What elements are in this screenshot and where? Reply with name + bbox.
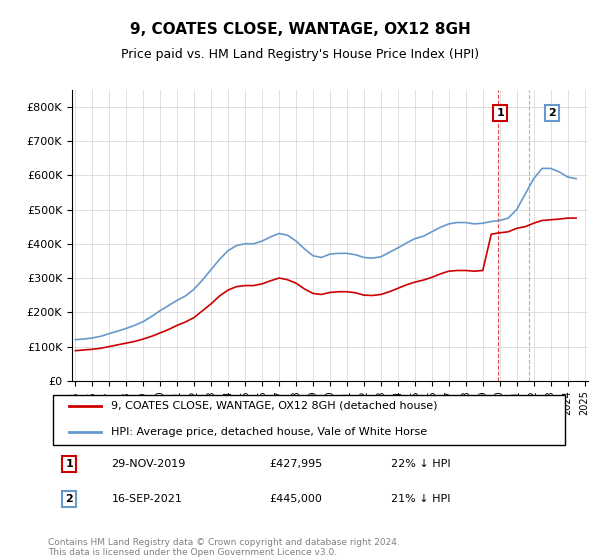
Text: 1: 1: [65, 459, 73, 469]
Text: 9, COATES CLOSE, WANTAGE, OX12 8GH: 9, COATES CLOSE, WANTAGE, OX12 8GH: [130, 22, 470, 38]
Text: HPI: Average price, detached house, Vale of White Horse: HPI: Average price, detached house, Vale…: [112, 427, 427, 437]
Text: 2: 2: [65, 494, 73, 504]
Text: Contains HM Land Registry data © Crown copyright and database right 2024.
This d: Contains HM Land Registry data © Crown c…: [48, 538, 400, 557]
Text: 29-NOV-2019: 29-NOV-2019: [112, 459, 186, 469]
Text: £445,000: £445,000: [270, 494, 323, 504]
FancyBboxPatch shape: [53, 395, 565, 445]
Text: 21% ↓ HPI: 21% ↓ HPI: [391, 494, 451, 504]
Text: 16-SEP-2021: 16-SEP-2021: [112, 494, 182, 504]
Text: 22% ↓ HPI: 22% ↓ HPI: [391, 459, 451, 469]
Text: 2: 2: [548, 108, 556, 118]
Text: 9, COATES CLOSE, WANTAGE, OX12 8GH (detached house): 9, COATES CLOSE, WANTAGE, OX12 8GH (deta…: [112, 401, 438, 411]
Text: Price paid vs. HM Land Registry's House Price Index (HPI): Price paid vs. HM Land Registry's House …: [121, 48, 479, 60]
Text: £427,995: £427,995: [270, 459, 323, 469]
Text: 1: 1: [496, 108, 504, 118]
